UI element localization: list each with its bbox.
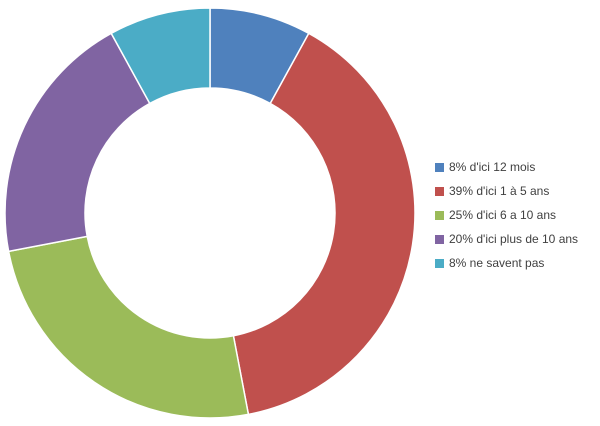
chart-legend: 8% d'ici 12 mois 39% d'ici 1 à 5 ans 25%… xyxy=(435,155,578,275)
donut-segment-1-a-5-ans xyxy=(232,32,416,416)
legend-swatch xyxy=(435,234,444,244)
legend-label: 8% d'ici 12 mois xyxy=(449,160,536,174)
legend-swatch xyxy=(435,258,444,268)
legend-label: 39% d'ici 1 à 5 ans xyxy=(449,184,550,198)
donut-segment-ne-savent-pas xyxy=(110,7,211,105)
legend-item-1-a-5-ans: 39% d'ici 1 à 5 ans xyxy=(435,179,578,203)
legend-label: 8% ne savent pas xyxy=(449,256,545,270)
donut-segment-6-a-10-ans xyxy=(7,235,250,419)
legend-swatch xyxy=(435,162,444,172)
legend-swatch xyxy=(435,186,444,196)
donut-segment-plus-de-10-ans xyxy=(4,32,151,253)
legend-item-plus-de-10-ans: 20% d'ici plus de 10 ans xyxy=(435,227,578,251)
legend-item-6-a-10-ans: 25% d'ici 6 a 10 ans xyxy=(435,203,578,227)
legend-item-ne-savent-pas: 8% ne savent pas xyxy=(435,251,578,275)
legend-item-12-mois: 8% d'ici 12 mois xyxy=(435,155,578,179)
legend-label: 20% d'ici plus de 10 ans xyxy=(449,232,579,246)
legend-label: 25% d'ici 6 a 10 ans xyxy=(449,208,557,222)
legend-swatch xyxy=(435,210,444,220)
